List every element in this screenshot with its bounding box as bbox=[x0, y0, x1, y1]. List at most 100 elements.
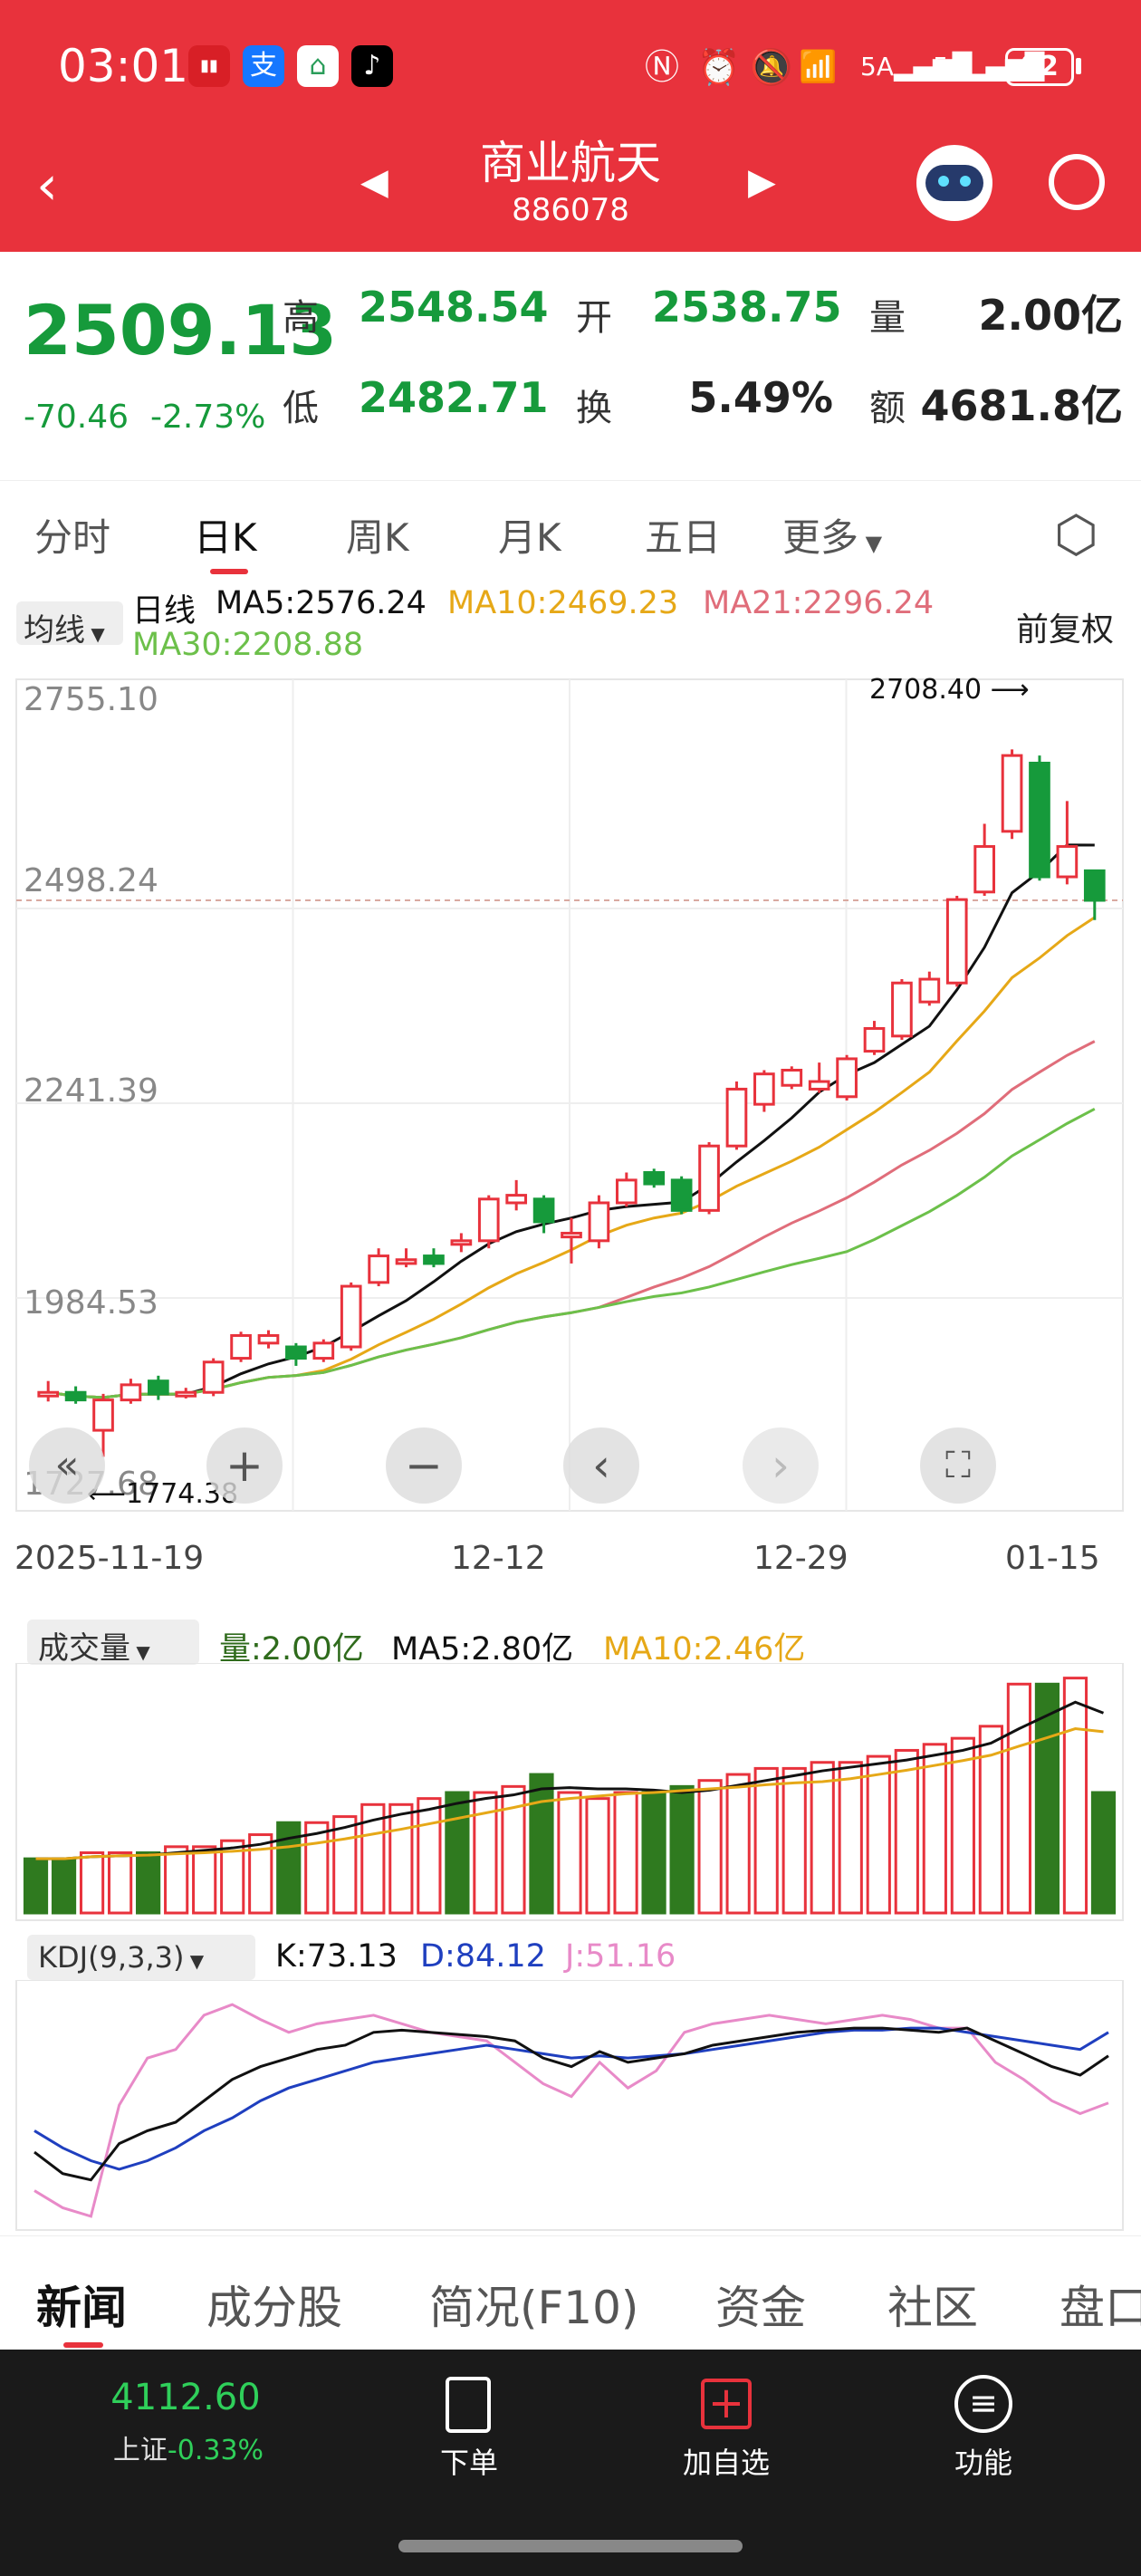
tab-active-indicator bbox=[210, 569, 248, 574]
volume-bar bbox=[725, 1773, 751, 1915]
kdj-k-line bbox=[34, 2026, 1109, 2182]
volume-bar bbox=[950, 1736, 975, 1915]
high-value: 2548.54 bbox=[359, 283, 549, 332]
tab-weekly-k[interactable]: 周K bbox=[346, 515, 409, 560]
volume-bar bbox=[894, 1748, 919, 1915]
tab-daily-k[interactable]: 日K bbox=[194, 515, 257, 560]
volume-bar bbox=[304, 1821, 330, 1915]
home-indicator[interactable] bbox=[398, 2540, 743, 2552]
back-icon[interactable]: ‹ bbox=[36, 154, 58, 217]
battery-icon: 92 bbox=[1005, 48, 1074, 86]
zoom-in-button[interactable]: + bbox=[206, 1427, 283, 1504]
candle-body bbox=[368, 1254, 389, 1284]
index-name: 上证 bbox=[112, 2435, 168, 2466]
tab-funds[interactable]: 资金 bbox=[715, 2282, 806, 2334]
volume-frame bbox=[15, 1663, 1124, 1921]
menu-icon[interactable]: ≡ bbox=[954, 2375, 1012, 2433]
volume-bar bbox=[1062, 1677, 1088, 1915]
candle-body bbox=[175, 1390, 197, 1398]
x-tick-3: 12-29 bbox=[753, 1540, 849, 1577]
low-value: 2482.71 bbox=[359, 373, 549, 422]
volume-selector[interactable]: 成交量 ▼ bbox=[27, 1620, 199, 1667]
zoom-out-button[interactable]: − bbox=[386, 1427, 462, 1504]
order-icon[interactable] bbox=[446, 2377, 491, 2433]
y-tick-4: 1984.53 bbox=[24, 1284, 158, 1322]
volume-bar bbox=[866, 1754, 891, 1915]
volume-ma10-line bbox=[35, 1726, 1104, 1860]
volume-bar bbox=[781, 1766, 807, 1915]
price-change-pct: -2.73% bbox=[150, 399, 266, 436]
volume-bar bbox=[79, 1851, 105, 1915]
kdj-chart[interactable] bbox=[0, 1980, 1141, 2234]
index-value[interactable]: 4112.60 bbox=[110, 2377, 261, 2418]
chevron-down-icon: ▼ bbox=[858, 531, 883, 556]
add-watch-button[interactable]: 加自选 bbox=[682, 2446, 770, 2480]
amount-value: 4681.8亿 bbox=[920, 381, 1123, 430]
chevron-down-icon: ▼ bbox=[85, 623, 105, 645]
robot-assistant-icon[interactable] bbox=[916, 145, 992, 221]
fullscreen-button[interactable]: ⛶ bbox=[920, 1427, 996, 1504]
volume-bar bbox=[445, 1791, 470, 1915]
candle-body bbox=[312, 1341, 335, 1360]
y-tick-1: 2755.10 bbox=[24, 681, 158, 718]
tab-more[interactable]: 更多 ▼ bbox=[782, 507, 882, 562]
candle-body bbox=[257, 1333, 280, 1345]
candle-body bbox=[781, 1068, 803, 1087]
search-icon[interactable] bbox=[1049, 154, 1105, 210]
scroll-left-fast-button[interactable]: « bbox=[29, 1427, 105, 1504]
volume-chart[interactable] bbox=[0, 1663, 1141, 1922]
tab-constituents[interactable]: 成分股 bbox=[206, 2282, 342, 2334]
kdj-d-legend: D:84.12 bbox=[420, 1938, 546, 1975]
candle-body bbox=[532, 1197, 555, 1224]
adjust-mode[interactable]: 前复权 bbox=[1016, 611, 1115, 649]
battery-tip bbox=[1076, 58, 1081, 74]
period-tabs bbox=[0, 480, 1141, 580]
candlestick-chart[interactable] bbox=[0, 670, 1141, 1513]
volume-bar bbox=[417, 1797, 442, 1915]
candle-body bbox=[863, 1026, 886, 1053]
candle-body bbox=[1029, 761, 1050, 879]
tab-five-day[interactable]: 五日 bbox=[645, 515, 722, 560]
candle-body bbox=[202, 1360, 225, 1394]
open-label: 开 bbox=[576, 297, 612, 339]
volume-bar bbox=[192, 1845, 217, 1915]
x-tick-1: 2025-11-19 bbox=[14, 1540, 205, 1577]
ma10-legend: MA10:2469.23 bbox=[447, 585, 679, 621]
volume-bar bbox=[557, 1791, 582, 1915]
open-value: 2538.75 bbox=[652, 283, 842, 332]
scroll-right-button[interactable]: › bbox=[743, 1427, 819, 1504]
function-button[interactable]: 功能 bbox=[954, 2446, 1012, 2480]
scroll-left-button[interactable]: ‹ bbox=[563, 1427, 639, 1504]
candle-body bbox=[561, 1231, 582, 1239]
tab-f10[interactable]: 简况(F10) bbox=[429, 2282, 639, 2334]
volume-bar bbox=[51, 1857, 77, 1915]
chevron-down-icon: ▼ bbox=[184, 1950, 205, 1972]
volume-bar bbox=[332, 1815, 358, 1915]
tab-orderbook[interactable]: 盘口 bbox=[1060, 2282, 1141, 2334]
kdj-selector[interactable]: KDJ(9,3,3) ▼ bbox=[27, 1935, 255, 1980]
tab-more-label: 更多 bbox=[782, 515, 859, 560]
candle-body bbox=[698, 1144, 720, 1212]
wifi-icon: 📶 bbox=[799, 49, 838, 85]
index-summary[interactable]: 上证-0.33% bbox=[80, 2427, 297, 2467]
prev-arrow-icon[interactable]: ◀ bbox=[360, 161, 388, 203]
volume-bar bbox=[838, 1761, 863, 1915]
next-arrow-icon[interactable]: ▶ bbox=[748, 161, 776, 203]
volume-bar bbox=[810, 1761, 835, 1915]
tab-intraday[interactable]: 分时 bbox=[34, 515, 111, 560]
volume-selector-label: 成交量 bbox=[38, 1630, 130, 1667]
volume-ma5-line bbox=[35, 1700, 1105, 1860]
candle-body bbox=[1001, 754, 1023, 833]
tab-monthly-k[interactable]: 月K bbox=[498, 515, 561, 560]
settings-icon[interactable]: ⬡ bbox=[1054, 505, 1098, 564]
candle-body bbox=[450, 1239, 473, 1246]
tab-community[interactable]: 社区 bbox=[887, 2282, 978, 2334]
order-button[interactable]: 下单 bbox=[439, 2446, 498, 2480]
alipay-icon: 支 bbox=[243, 45, 284, 87]
add-watch-icon[interactable]: + bbox=[701, 2379, 752, 2429]
tab-news[interactable]: 新闻 bbox=[36, 2282, 127, 2334]
last-price: 2509.13 bbox=[24, 290, 338, 370]
tiktok-icon: ♪ bbox=[351, 45, 393, 87]
volume-bar bbox=[164, 1845, 189, 1915]
ma-selector[interactable]: 均线 ▼ bbox=[16, 601, 123, 649]
